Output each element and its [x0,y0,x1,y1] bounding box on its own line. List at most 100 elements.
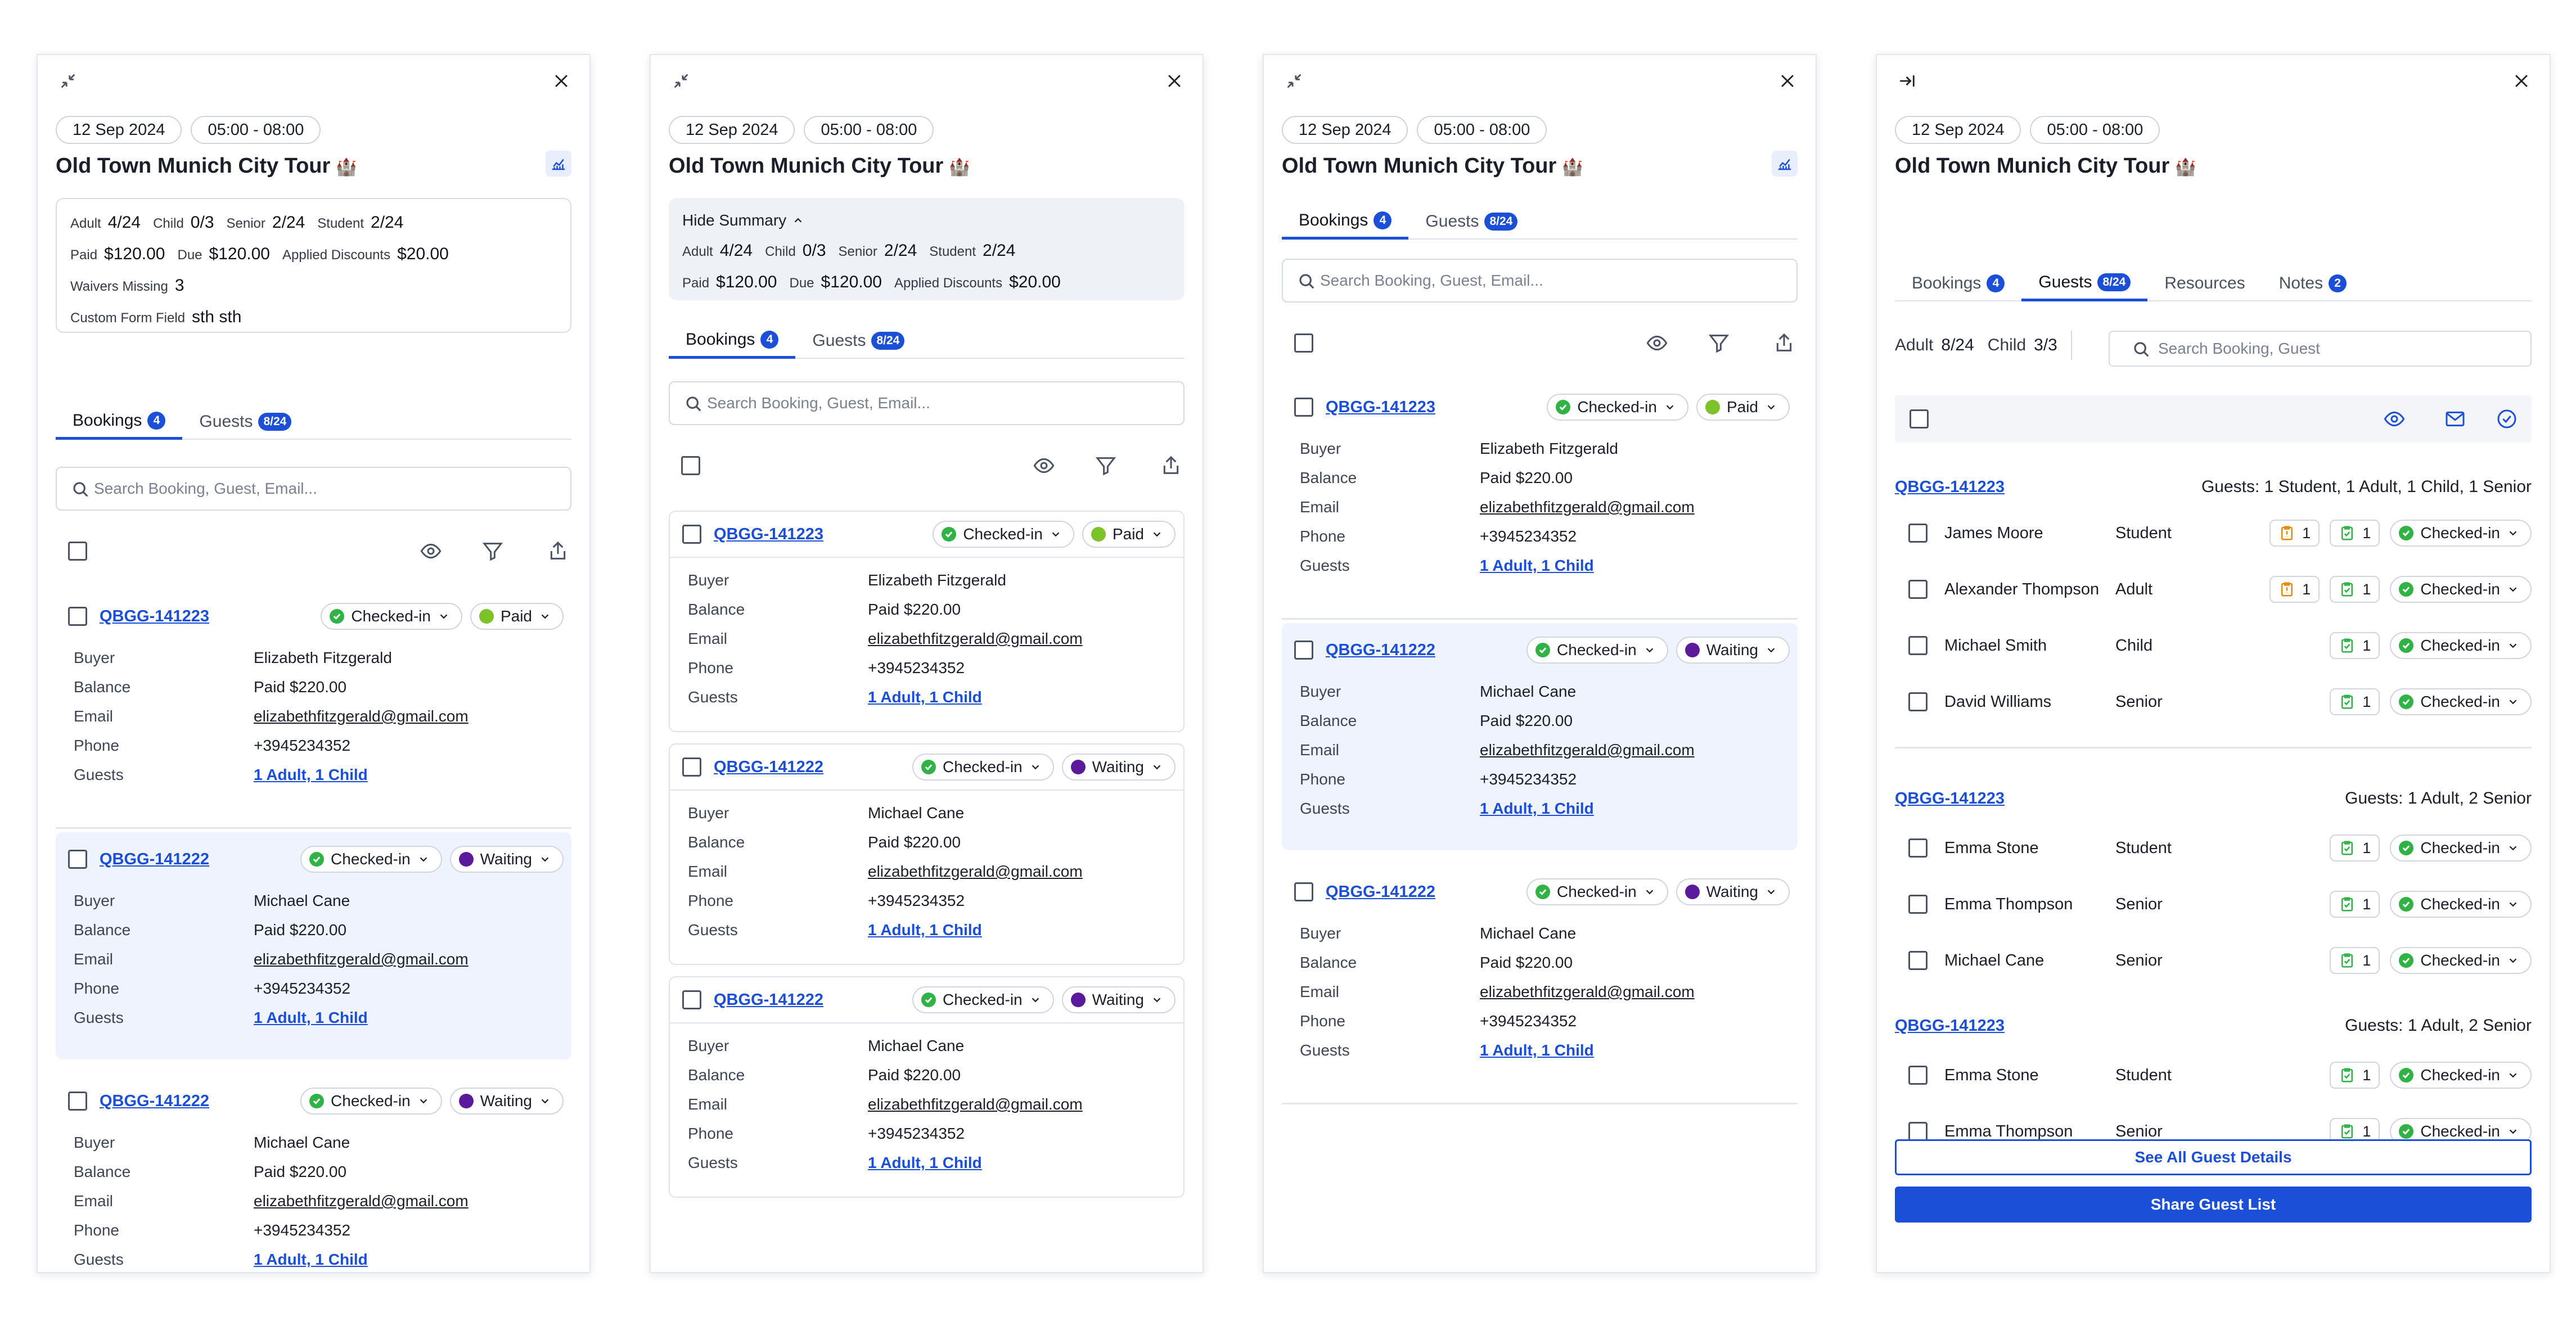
search-input[interactable]: Search Booking, Guest, Email... [669,381,1185,425]
guest-checkbox[interactable] [1908,951,1928,970]
checkin-status-dropdown[interactable]: Checked-in [1526,878,1668,905]
select-all-checkbox[interactable] [681,456,700,475]
guests-link[interactable]: 1 Adult, 1 Child [868,921,982,939]
checkin-status-dropdown[interactable]: Checked-in [2390,520,2532,547]
mail-icon[interactable] [2442,405,2469,432]
booking-id-link[interactable]: QBGG-141222 [1326,882,1436,901]
guest-checkbox[interactable] [1908,838,1928,858]
checkin-status-dropdown[interactable]: Checked-in [2390,891,2532,918]
guests-link[interactable]: 1 Adult, 1 Child [1480,1041,1594,1059]
see-all-guest-details-button[interactable]: See All Guest Details [1895,1139,2532,1175]
tab-guests[interactable]: Guests 8/24 [182,404,308,440]
booking-checkbox[interactable] [68,607,87,626]
select-all-checkbox[interactable] [68,542,87,561]
checkin-status-dropdown[interactable]: Checked-in [2390,1062,2532,1089]
waiver-signed-badge[interactable]: 1 [2330,1062,2380,1089]
checkin-status-dropdown[interactable]: Checked-in [2390,947,2532,974]
filter-icon[interactable] [479,538,506,565]
checkin-status-dropdown[interactable]: Checked-in [2390,576,2532,603]
close-icon[interactable] [548,67,575,94]
chart-icon[interactable] [1772,151,1798,177]
checkin-status-dropdown[interactable]: Checked-in [912,754,1054,781]
eye-icon[interactable] [417,538,444,565]
checkin-status-dropdown[interactable]: Checked-in [933,521,1074,548]
booking-id-link[interactable]: QBGG-141222 [714,757,824,776]
payment-status-dropdown[interactable]: Waiting [449,846,564,873]
guest-checkbox[interactable] [1908,692,1928,711]
checkin-status-dropdown[interactable]: Checked-in [912,986,1054,1013]
tab-bookings[interactable]: Bookings 4 [1895,265,2021,301]
guests-link[interactable]: 1 Adult, 1 Child [254,1251,368,1268]
eye-icon[interactable] [1643,330,1670,357]
check-circle-icon[interactable] [2493,405,2520,432]
booking-id-link[interactable]: QBGG-141222 [100,1092,210,1110]
tab-bookings[interactable]: Bookings 4 [669,323,796,359]
collapse-icon[interactable] [668,67,695,94]
booking-checkbox[interactable] [682,525,701,544]
tab-resources[interactable]: Resources [2164,274,2245,292]
booking-id-link[interactable]: QBGG-141223 [100,607,210,625]
close-icon[interactable] [1774,67,1801,94]
tab-guests[interactable]: Guests 8/24 [2021,265,2148,301]
booking-checkbox[interactable] [68,1092,87,1111]
guests-link[interactable]: 1 Adult, 1 Child [254,766,368,783]
tab-guests[interactable]: Guests 8/24 [795,323,921,359]
filter-icon[interactable] [1705,330,1732,357]
waiver-signed-badge[interactable]: 1 [2330,947,2380,974]
checkin-status-dropdown[interactable]: Checked-in [1526,637,1668,664]
booking-checkbox[interactable] [682,990,701,1009]
waiver-missing-badge[interactable]: 1 [2269,576,2320,603]
guest-search-input[interactable]: Search Booking, Guest [2109,331,2532,367]
payment-status-dropdown[interactable]: Paid [470,603,564,630]
guests-link[interactable]: 1 Adult, 1 Child [868,1154,982,1171]
checkin-status-dropdown[interactable]: Checked-in [2390,835,2532,862]
booking-id-link[interactable]: QBGG-141223 [1326,398,1436,416]
payment-status-dropdown[interactable]: Waiting [1061,986,1176,1013]
search-input[interactable]: Search Booking, Guest, Email... [1282,259,1798,303]
booking-checkbox[interactable] [1294,398,1313,417]
waiver-signed-badge[interactable]: 1 [2330,576,2380,603]
guests-link[interactable]: 1 Adult, 1 Child [254,1009,368,1026]
chart-icon[interactable] [546,151,571,177]
payment-status-dropdown[interactable]: Paid [1696,394,1790,421]
filter-icon[interactable] [1092,452,1119,479]
guest-checkbox[interactable] [1908,580,1928,599]
booking-id-link[interactable]: QBGG-141223 [1895,789,2005,808]
hide-summary-toggle[interactable]: Hide Summary [682,206,1171,235]
checkin-status-dropdown[interactable]: Checked-in [321,603,462,630]
payment-status-dropdown[interactable]: Waiting [449,1088,564,1115]
waiver-signed-badge[interactable]: 1 [2330,891,2380,918]
guest-checkbox[interactable] [1908,636,1928,655]
checkin-status-dropdown[interactable]: Checked-in [2390,632,2532,659]
payment-status-dropdown[interactable]: Paid [1082,521,1176,548]
waiver-signed-badge[interactable]: 1 [2330,835,2380,862]
checkin-status-dropdown[interactable]: Checked-in [300,1088,442,1115]
tab-notes[interactable]: Notes 2 [2262,265,2363,301]
close-icon[interactable] [2508,67,2535,94]
share-icon[interactable] [1771,330,1798,357]
guests-link[interactable]: 1 Adult, 1 Child [1480,557,1594,574]
guest-checkbox[interactable] [1908,524,1928,543]
close-icon[interactable] [1161,67,1188,94]
expand-panel-icon[interactable] [1894,67,1921,94]
tab-guests[interactable]: Guests 8/24 [1408,204,1534,240]
booking-checkbox[interactable] [68,850,87,869]
collapse-icon[interactable] [55,67,82,94]
booking-id-link[interactable]: QBGG-141222 [100,850,210,868]
share-guest-list-button[interactable]: Share Guest List [1895,1187,2532,1223]
select-all-checkbox[interactable] [1910,409,1929,429]
select-all-checkbox[interactable] [1294,333,1313,353]
guests-link[interactable]: 1 Adult, 1 Child [868,688,982,706]
booking-checkbox[interactable] [682,757,701,777]
guest-checkbox[interactable] [1908,895,1928,914]
booking-checkbox[interactable] [1294,641,1313,660]
eye-icon[interactable] [2381,405,2408,432]
checkin-status-dropdown[interactable]: Checked-in [300,846,442,873]
payment-status-dropdown[interactable]: Waiting [1676,878,1790,905]
payment-status-dropdown[interactable]: Waiting [1676,637,1790,664]
waiver-signed-badge[interactable]: 1 [2330,688,2380,715]
booking-checkbox[interactable] [1294,882,1313,901]
share-icon[interactable] [544,538,571,565]
checkin-status-dropdown[interactable]: Checked-in [2390,688,2532,715]
collapse-icon[interactable] [1281,67,1308,94]
